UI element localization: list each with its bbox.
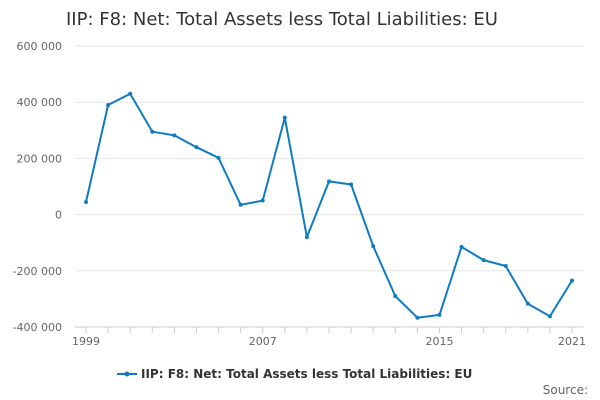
source-label: Source: <box>543 383 588 397</box>
data-point <box>172 133 177 138</box>
y-axis: 600 000 400 000 200 000 0 -200 000 -400 000 <box>13 40 62 334</box>
x-axis: 1999 2007 2015 2021 <box>72 326 586 348</box>
y-tick-label: -400 000 <box>13 321 62 334</box>
data-point <box>393 294 398 299</box>
data-point <box>570 278 574 283</box>
data-point <box>260 198 265 203</box>
data-point <box>128 91 133 96</box>
data-point <box>525 301 530 306</box>
data-point <box>503 264 508 269</box>
x-tick-label: 1999 <box>72 335 100 348</box>
y-tick-label: -200 000 <box>13 265 62 278</box>
y-tick-label: 600 000 <box>17 40 63 53</box>
data-point <box>238 202 243 207</box>
data-point <box>481 258 486 263</box>
x-tick-label: 2007 <box>249 335 277 348</box>
y-tick-label: 0 <box>55 209 62 222</box>
data-point <box>437 312 442 317</box>
series-layer <box>84 91 574 320</box>
x-tick-label: 2021 <box>558 335 586 348</box>
data-point <box>194 145 199 150</box>
data-point <box>349 182 354 187</box>
series-line <box>85 92 573 319</box>
gridlines <box>75 45 584 328</box>
y-tick-label: 400 000 <box>17 96 63 109</box>
data-point <box>304 235 309 240</box>
data-point <box>415 315 420 320</box>
data-point <box>106 103 111 108</box>
legend[interactable]: IIP: F8: Net: Total Assets less Total Li… <box>117 367 472 381</box>
legend-swatch-marker <box>124 371 130 377</box>
data-point <box>216 155 221 160</box>
y-tick-label: 200 000 <box>17 152 63 165</box>
chart-title: IIP: F8: Net: Total Assets less Total Li… <box>66 9 498 30</box>
data-point <box>150 129 155 134</box>
legend-label: IIP: F8: Net: Total Assets less Total Li… <box>141 367 472 381</box>
data-point <box>282 115 287 120</box>
data-point <box>371 244 376 249</box>
data-point <box>84 199 88 204</box>
data-point <box>327 179 331 184</box>
data-point <box>459 244 464 249</box>
x-tick-label: 2015 <box>425 335 453 348</box>
data-point <box>547 314 552 319</box>
